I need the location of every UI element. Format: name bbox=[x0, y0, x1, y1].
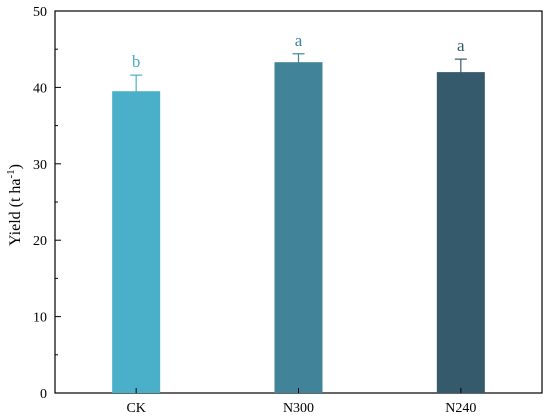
bar-n300 bbox=[274, 62, 323, 394]
bar-ck bbox=[112, 91, 161, 393]
y-tick-label: 40 bbox=[33, 81, 47, 96]
y-tick-label: 30 bbox=[33, 158, 47, 173]
x-tick-label: N300 bbox=[283, 401, 314, 416]
significance-label: b bbox=[132, 52, 141, 71]
y-tick-label: 10 bbox=[33, 311, 47, 326]
y-tick-label: 20 bbox=[33, 234, 47, 249]
plot-area: 0 10 20 30 40 50 b CK a N300 a N240 bbox=[33, 5, 543, 416]
bar-n240 bbox=[436, 72, 485, 394]
significance-label: a bbox=[457, 36, 465, 55]
y-tick-label: 50 bbox=[33, 5, 47, 20]
x-tick-label: CK bbox=[126, 401, 145, 416]
y-axis-label: Yield (t ha-1) bbox=[5, 164, 24, 246]
y-tick-label: 0 bbox=[40, 387, 47, 402]
x-tick-label: N240 bbox=[445, 401, 476, 416]
significance-label: a bbox=[295, 31, 303, 50]
